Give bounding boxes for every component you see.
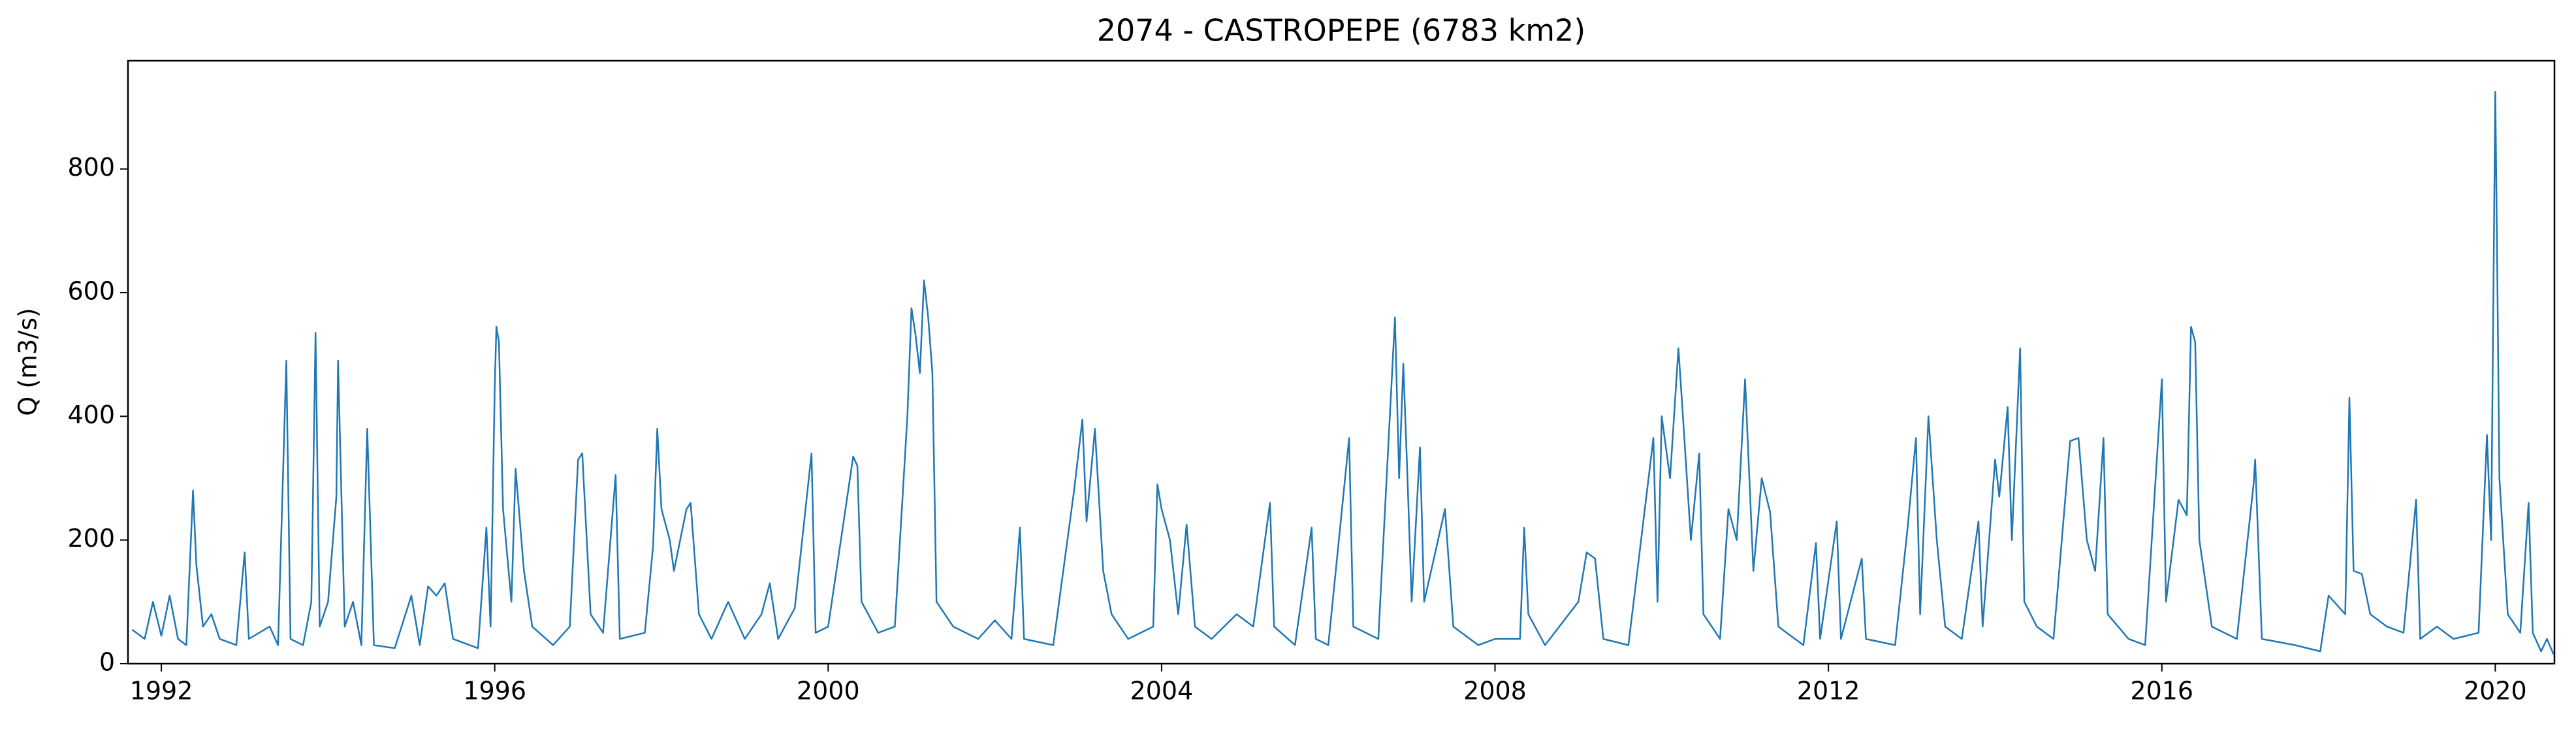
x-tick-label: 2020 [2464, 677, 2527, 705]
y-tick-label: 800 [67, 153, 115, 182]
x-tick-label: 1992 [130, 677, 193, 705]
y-tick-label: 600 [67, 277, 115, 306]
plot-frame [127, 59, 2556, 665]
y-tick-label: 0 [99, 648, 115, 677]
x-tick-label: 2008 [1463, 677, 1527, 705]
y-tick-label: 400 [67, 400, 115, 429]
x-tick-label: 1996 [463, 677, 526, 705]
x-tick-label: 2016 [2130, 677, 2193, 705]
series-line [131, 91, 2554, 655]
x-tick-label: 2012 [1797, 677, 1860, 705]
y-tick-label: 200 [67, 524, 115, 553]
plot-area: 0 200 400 600 800 1992 1996 2000 2004 2008 2012 201… [67, 91, 2554, 705]
y-axis-label: Q (m3/s) [14, 308, 42, 415]
x-tick-label: 2004 [1130, 677, 1194, 705]
chart-title: 2074 - CASTROPEPE (6783 km2) [1097, 13, 1586, 48]
x-tick-label: 2000 [797, 677, 860, 705]
